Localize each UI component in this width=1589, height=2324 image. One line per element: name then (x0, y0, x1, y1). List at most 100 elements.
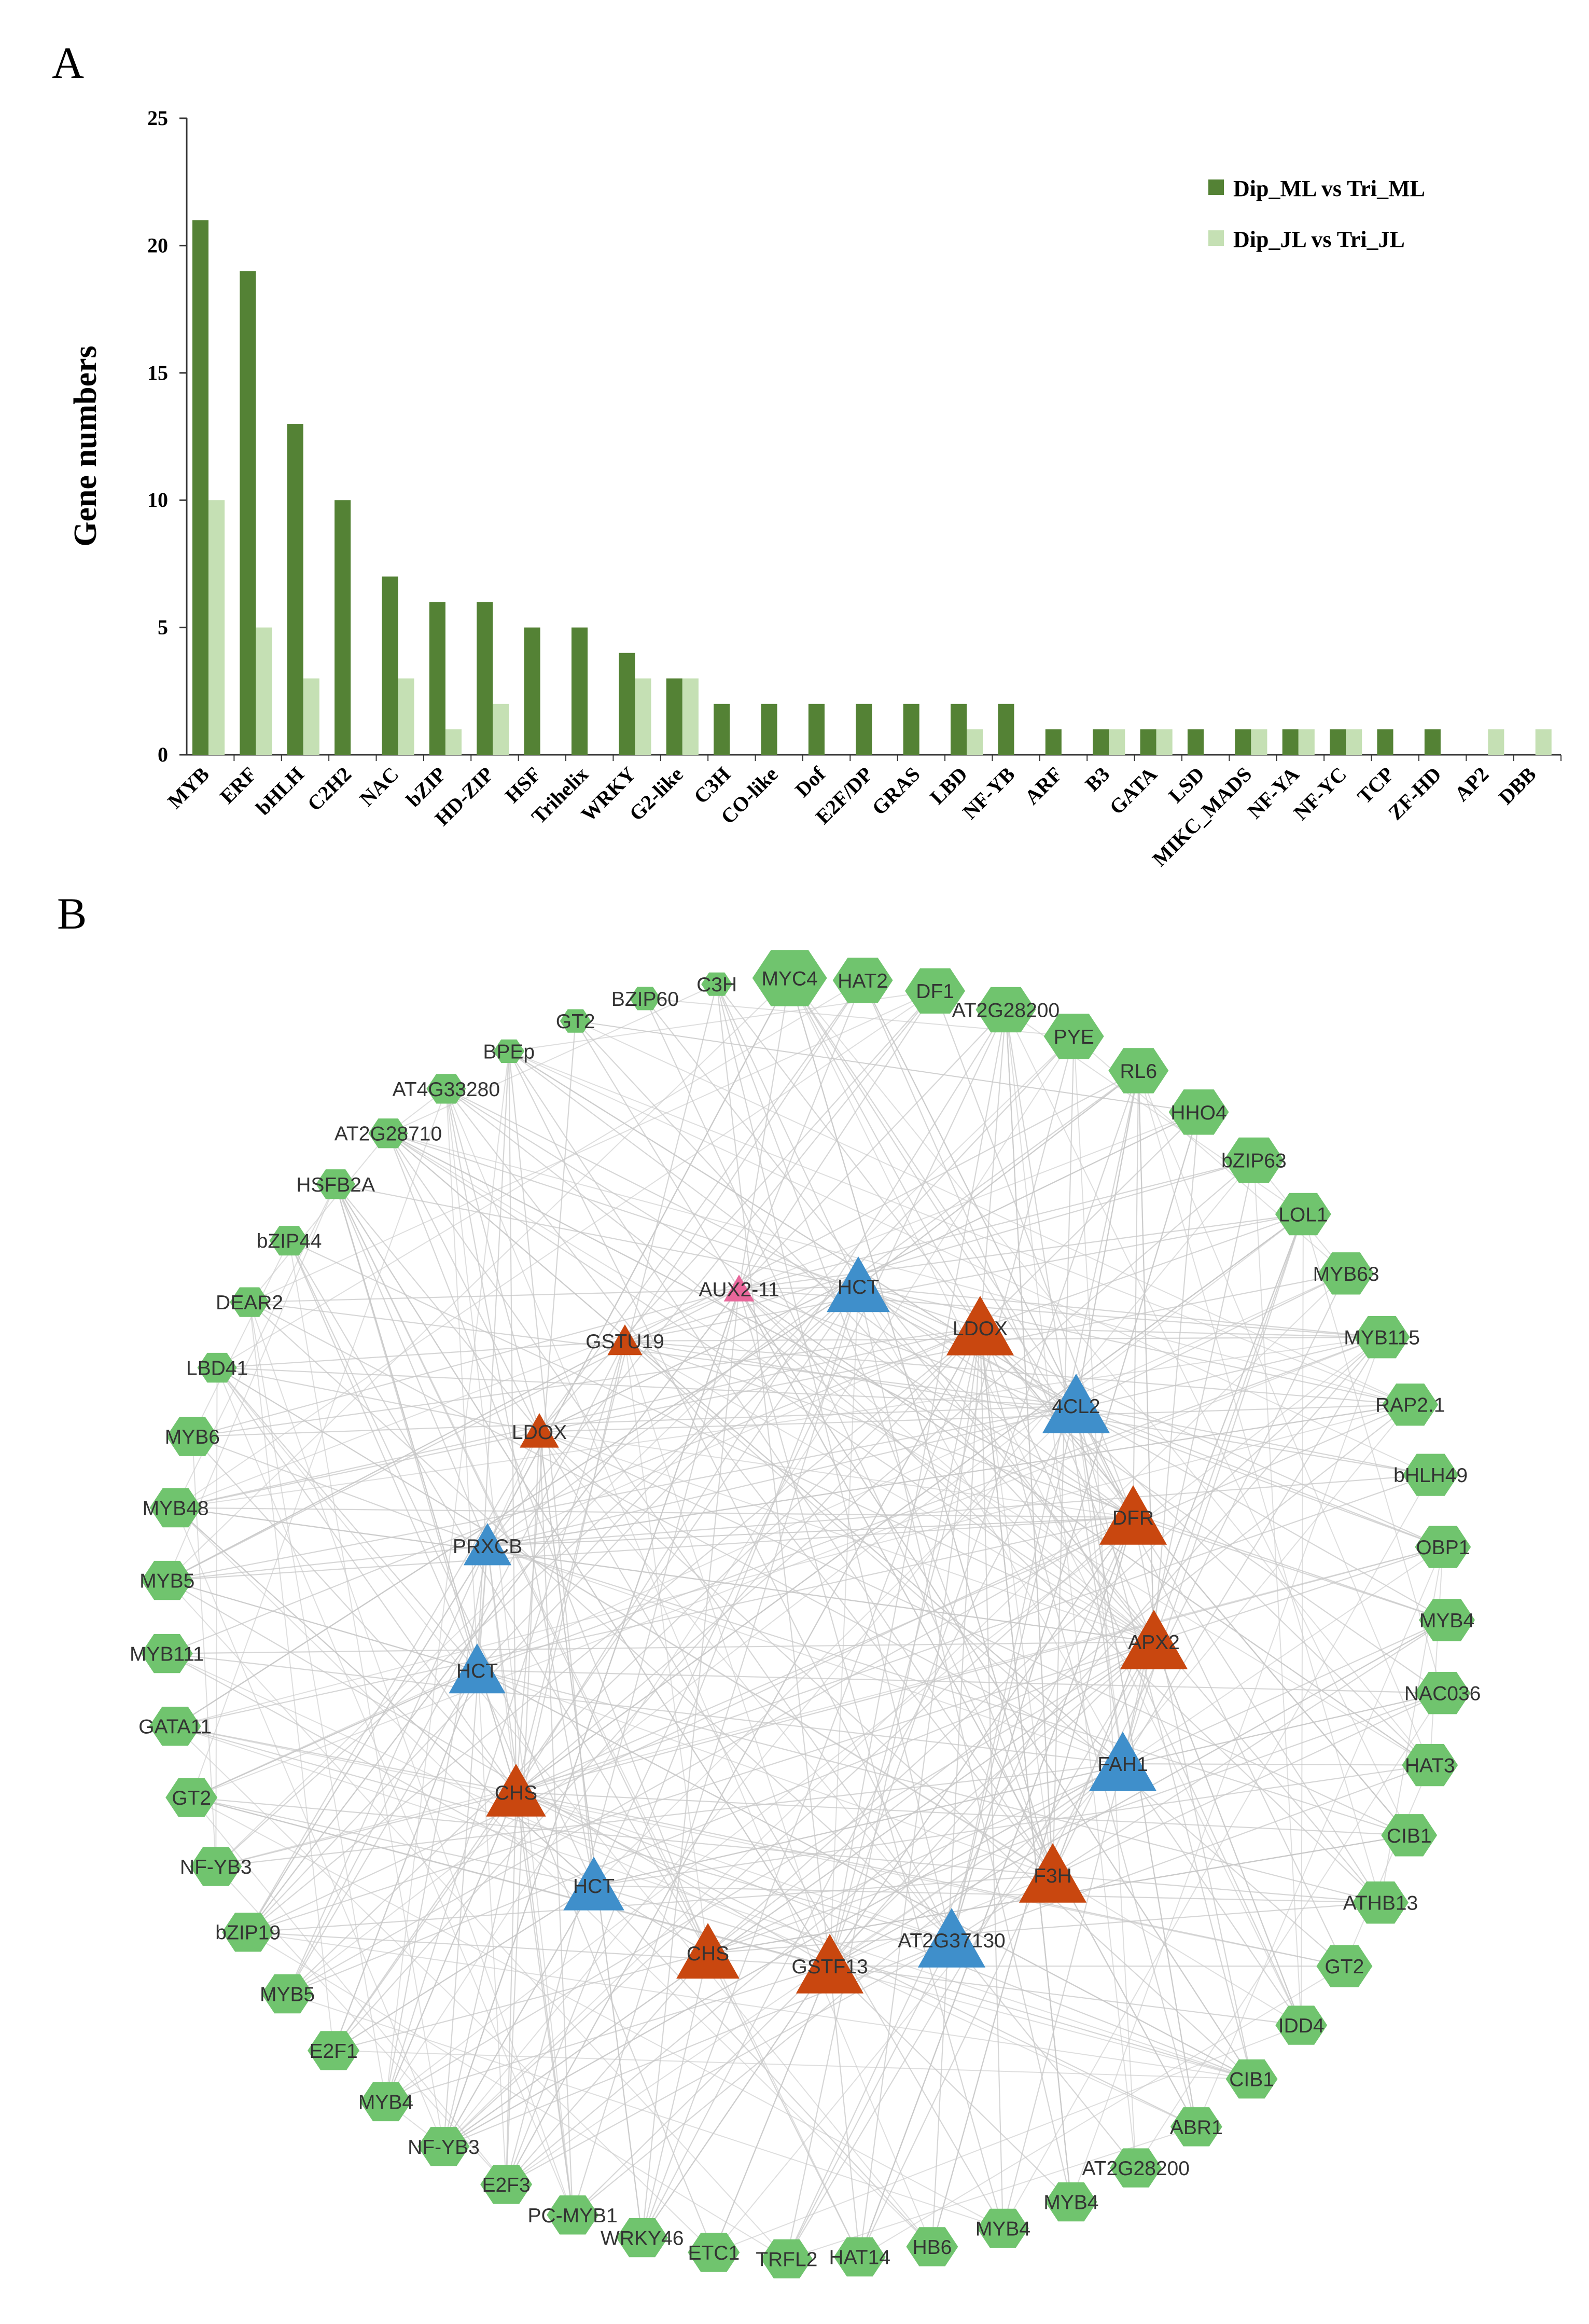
network-edge (216, 1791, 517, 1868)
network-edge (859, 1966, 1345, 2258)
network-edge (288, 1240, 594, 1886)
network-edge (859, 1641, 1154, 2258)
target-node-label: F3H (1034, 1865, 1072, 1887)
network-edge (515, 1792, 952, 1941)
network-edge (215, 1036, 1075, 1867)
network-edge (980, 1213, 1304, 1329)
network-edge (738, 980, 863, 1290)
tf-node (316, 1169, 356, 1199)
network-edge (716, 984, 831, 1967)
network-edge (1153, 1546, 1443, 1643)
tf-node-label: CIB1 (1229, 2069, 1274, 2091)
network-edge (487, 1545, 1410, 1836)
network-edge (287, 1340, 625, 1995)
x-tick-label: NAC (355, 763, 403, 811)
network-edge (951, 1764, 1430, 1941)
tf-node (368, 1118, 408, 1149)
tf-node (141, 1634, 193, 1673)
network-edge (335, 1184, 517, 1793)
network-edge (624, 1340, 708, 1954)
y-axis-title: Gene numbers (68, 345, 103, 547)
network-edge (216, 1367, 574, 2216)
network-edge (1076, 1405, 1345, 1967)
target-node-label: AT2G37130 (898, 1930, 1005, 1952)
network-edge (191, 1797, 1252, 2080)
x-tick-label: C2H2 (303, 763, 356, 816)
network-edge (979, 1327, 1197, 2127)
network-edge (789, 978, 1054, 1876)
tf-node-label: GT2 (556, 1011, 595, 1033)
network-edge (487, 1545, 1123, 1764)
tf-node-label: HAT2 (838, 970, 888, 992)
tf-node-label: MYB4 (975, 2218, 1030, 2240)
tf-node-label: PC-MYB1 (528, 2205, 618, 2227)
tf-node-label: NF-YB3 (408, 2136, 480, 2159)
network-edge (443, 1517, 1134, 2147)
tf-node (166, 1417, 218, 1456)
tf-node-label: AT2G28200 (952, 999, 1060, 1021)
network-edge (642, 1327, 981, 2238)
tf-node-label: bZIP19 (215, 1922, 281, 1944)
network-edge (539, 1111, 1199, 1432)
tf-node (905, 968, 966, 1014)
target-node-orange (676, 1923, 740, 1979)
network-edge (175, 1725, 952, 1941)
x-tick-label: GATA (1105, 762, 1161, 819)
target-node-label: DFR (1112, 1507, 1154, 1529)
network-edge (175, 1327, 981, 1509)
network-edge (858, 1070, 1139, 1287)
tf-node-label: RAP2.1 (1375, 1394, 1445, 1417)
tf-node-label: ATHB13 (1343, 1892, 1418, 1915)
tf-node (1110, 2148, 1162, 2188)
tf-node (308, 2031, 360, 2070)
network-edge (385, 1965, 830, 2102)
tf-node-label: HAT3 (1405, 1755, 1455, 1777)
bar-jl (682, 678, 699, 755)
network-edge (443, 1939, 952, 2147)
network-edge (829, 1966, 1072, 2203)
network-edge (166, 1653, 1197, 2127)
network-edge (716, 984, 859, 1287)
network-edge (175, 1431, 540, 1509)
network-edge (951, 1112, 1200, 1941)
network-edge (515, 1792, 574, 2215)
tf-node-label: MYB111 (130, 1643, 204, 1666)
network-edge (859, 1327, 981, 2257)
network-edge (216, 1367, 933, 2247)
network-edge (1002, 1474, 1431, 2229)
target-node-label: 4CL2 (1052, 1395, 1100, 1418)
network-edge (1073, 1036, 1137, 2168)
bar-ml (856, 703, 872, 755)
tf-node-label: HHO4 (1170, 1102, 1226, 1124)
legend-swatch-ml (1208, 179, 1224, 195)
network-edge (858, 1286, 1123, 1764)
x-tick-label: DBB (1494, 763, 1541, 809)
chart-bars (192, 220, 1552, 755)
target-node-label: HCT (838, 1276, 879, 1298)
tf-node (165, 1778, 218, 1817)
network-edge (1052, 1036, 1075, 1876)
network-edge (385, 1792, 517, 2102)
tf-node (1414, 1672, 1471, 1714)
network-edge (593, 1764, 1430, 1887)
network-edge (247, 1931, 787, 2260)
tf-node-label: GATA11 (138, 1716, 212, 1738)
network-edge (980, 1112, 1200, 1329)
network-edge (487, 1517, 1134, 1546)
network-edge (738, 1159, 1255, 1290)
network-edge (486, 1545, 574, 2215)
network-edge (508, 1050, 1053, 1876)
network-edge (738, 1009, 1007, 1290)
bar-jl (1251, 729, 1267, 755)
network-edge (624, 1340, 830, 1967)
network-edge (175, 1516, 1134, 1727)
tf-node (269, 1226, 309, 1256)
bar-ml (1045, 729, 1062, 755)
network-edge (738, 1289, 1003, 2229)
tf-node-label: BZIP60 (611, 988, 679, 1011)
network-edge (175, 1725, 517, 1793)
network-edge (1075, 1405, 1252, 2079)
network-edge (951, 1405, 1077, 1941)
tf-node-label: bZIP63 (1221, 1150, 1287, 1172)
tf-node-label: HB6 (912, 2236, 952, 2259)
